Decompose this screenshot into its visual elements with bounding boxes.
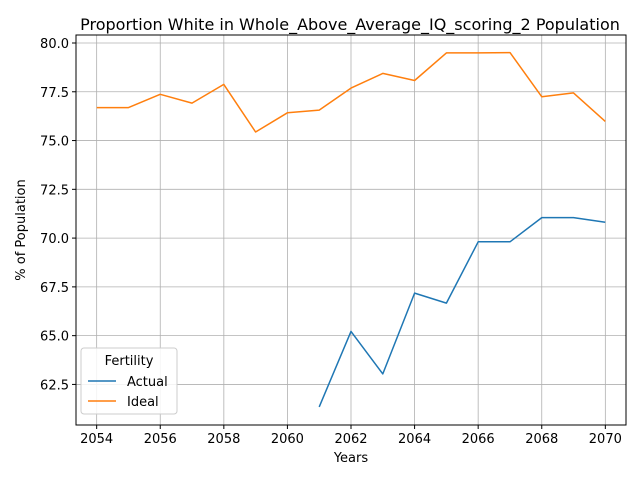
legend: Fertility Actual Ideal (80, 347, 178, 415)
legend-label-ideal: Ideal (127, 395, 159, 410)
y-axis-label: % of Population (14, 179, 29, 280)
x-tick-label: 2060 (271, 432, 304, 447)
y-tick-label: 75.0 (40, 135, 69, 150)
y-tick-label: 72.5 (40, 183, 69, 198)
x-tick-label: 2064 (398, 432, 431, 447)
x-tick-label: 2054 (80, 432, 113, 447)
series-line-actual (318, 216, 606, 408)
x-tick-label: 2056 (144, 432, 177, 447)
x-axis: 2054 2056 2058 2060 2062 2064 2066 2068 2070 (80, 425, 622, 447)
x-tick-label: 2062 (334, 432, 367, 447)
series-lines (96, 51, 606, 408)
y-axis: 62.5 65.0 67.5 70.0 72.5 75.0 77.5 80.0 (40, 37, 76, 393)
chart-title: Proportion White in Whole_Above_Average_… (80, 15, 620, 35)
x-axis-label: Years (333, 451, 369, 466)
y-tick-label: 65.0 (40, 330, 69, 345)
y-tick-label: 80.0 (40, 37, 69, 52)
y-tick-label: 70.0 (40, 232, 69, 247)
legend-label-actual: Actual (127, 375, 168, 390)
grid (76, 35, 626, 425)
y-tick-label: 77.5 (40, 86, 69, 101)
x-tick-label: 2058 (207, 432, 240, 447)
legend-box (80, 347, 178, 415)
x-tick-label: 2068 (525, 432, 558, 447)
x-tick-label: 2066 (462, 432, 495, 447)
legend-title: Fertility (105, 354, 154, 369)
x-tick-label: 2070 (589, 432, 622, 447)
series-line-ideal (96, 51, 606, 133)
y-tick-label: 62.5 (40, 378, 69, 393)
y-tick-label: 67.5 (40, 281, 69, 296)
